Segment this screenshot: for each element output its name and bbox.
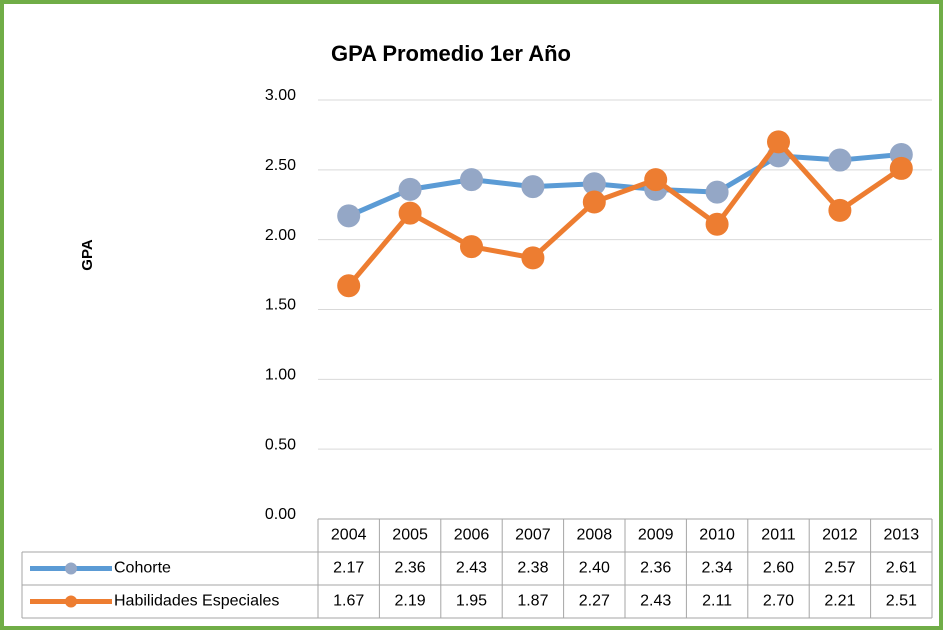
legend-label: Cohorte: [114, 560, 171, 577]
point: [398, 177, 422, 201]
point: [521, 175, 545, 199]
x-tick-label: 2005: [392, 527, 428, 544]
table-value: 2.19: [395, 593, 426, 610]
point: [460, 235, 483, 259]
series-line: [346, 139, 903, 288]
table-value: 2.36: [640, 560, 671, 577]
table-value: 1.87: [517, 593, 548, 610]
x-tick-label: 2013: [884, 527, 920, 544]
x-tick-label: 2006: [454, 527, 490, 544]
point: [460, 168, 483, 192]
point: [337, 204, 361, 228]
legend-label: Habilidades Especiales: [114, 593, 279, 610]
point: [644, 168, 668, 192]
legend-key-marker: [65, 595, 77, 608]
table-value: 2.36: [395, 560, 426, 577]
x-tick-label: 2011: [761, 527, 796, 544]
chart-title: GPA Promedio 1er Año: [331, 41, 571, 66]
table-value: 2.17: [333, 560, 364, 577]
x-tick-label: 2004: [331, 527, 367, 544]
table-value: 2.21: [824, 593, 855, 610]
y-tick-label: 1.50: [265, 297, 296, 314]
point: [521, 246, 545, 270]
table-value: 2.38: [517, 560, 548, 577]
x-tick-label: 2010: [699, 527, 735, 544]
table-value: 2.40: [579, 560, 610, 577]
table-value: 2.61: [886, 560, 917, 577]
table-value: 2.51: [886, 593, 917, 610]
point: [582, 190, 606, 214]
y-tick-label: 0.50: [265, 436, 296, 453]
series-line: [347, 151, 902, 219]
table-value: 1.67: [333, 593, 364, 610]
x-tick-label: 2012: [822, 527, 858, 544]
table-value: 2.57: [824, 560, 855, 577]
y-tick-label: 2.00: [265, 227, 296, 244]
table-value: 1.95: [456, 593, 487, 610]
y-tick-label: 3.00: [265, 87, 296, 104]
point: [398, 201, 422, 225]
point: [828, 148, 852, 172]
x-tick-label: 2009: [638, 527, 674, 544]
point: [705, 212, 729, 236]
table-value: 2.34: [702, 560, 733, 577]
point: [767, 130, 790, 154]
y-tick-label: 1.00: [265, 367, 296, 384]
y-axis-label: GPA: [79, 239, 96, 271]
y-tick-label: 2.50: [265, 157, 296, 174]
table-value: 2.70: [763, 593, 794, 610]
x-tick-label: 2008: [577, 527, 613, 544]
table-value: 2.43: [640, 593, 671, 610]
legend-key-marker: [65, 562, 77, 575]
point: [889, 156, 913, 180]
table-value: 2.60: [763, 560, 794, 577]
point: [828, 198, 852, 222]
y-tick-label: 0.00: [265, 506, 296, 523]
point: [705, 180, 729, 204]
point: [337, 274, 361, 298]
table-value: 2.43: [456, 560, 487, 577]
table-value: 2.11: [702, 593, 732, 610]
table-value: 2.27: [579, 593, 610, 610]
x-tick-label: 2007: [515, 527, 551, 544]
